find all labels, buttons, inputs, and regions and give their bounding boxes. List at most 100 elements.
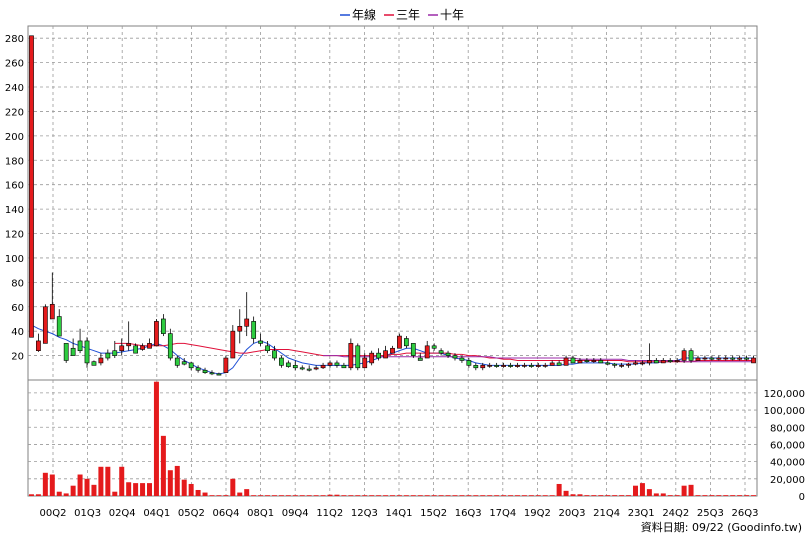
- volume-bar: [563, 490, 569, 496]
- candle-body: [591, 360, 597, 362]
- volume-bar: [681, 485, 687, 496]
- volume-bar: [202, 492, 208, 496]
- volume-bar: [369, 495, 375, 496]
- candle-body: [487, 365, 493, 367]
- volume-bar: [556, 483, 562, 496]
- candle-body: [147, 343, 152, 349]
- volume-bar: [508, 495, 514, 496]
- candle-body: [202, 369, 208, 373]
- candle-body: [445, 352, 451, 356]
- volume-bar: [744, 495, 750, 496]
- x-tick-label: 06Q4: [213, 508, 240, 519]
- volume-bar: [320, 495, 326, 496]
- candle-body: [362, 357, 368, 369]
- candle-body: [660, 360, 666, 364]
- price-tick-label: 220: [5, 107, 24, 118]
- candle-body: [140, 345, 145, 350]
- candle-body: [577, 360, 583, 364]
- volume-bar: [278, 495, 284, 496]
- candle-body: [313, 367, 319, 370]
- volume-bar: [84, 478, 90, 496]
- candle-body: [265, 345, 270, 352]
- volume-bar: [140, 483, 146, 496]
- x-tick-label: 17Q4: [489, 508, 516, 519]
- volume-bar: [626, 495, 632, 496]
- ma-line-10yr: [323, 355, 754, 363]
- price-tick-label: 20: [11, 352, 24, 363]
- volume-bar: [28, 494, 34, 496]
- volume-bar: [528, 495, 534, 496]
- x-tick-label: 02Q4: [109, 508, 136, 519]
- candle-body: [626, 363, 631, 366]
- candle-body: [723, 357, 729, 360]
- volume-bars: [28, 381, 757, 496]
- candle-body: [480, 365, 486, 369]
- candle-body: [619, 365, 624, 367]
- x-tick-label: 01Q3: [74, 508, 101, 519]
- volume-bar: [737, 495, 743, 496]
- candle-body: [598, 360, 604, 364]
- candle-body: [369, 352, 375, 364]
- candle-body: [688, 350, 694, 361]
- volume-bar: [612, 495, 618, 496]
- volume-bar: [709, 495, 715, 496]
- volume-bar: [459, 495, 465, 496]
- volume-bar: [42, 472, 48, 496]
- candle-body: [570, 357, 576, 364]
- volume-bar: [174, 465, 180, 496]
- candle-body: [174, 357, 180, 366]
- candle-body: [508, 365, 513, 367]
- volume-bar: [70, 485, 76, 496]
- volume-bar: [327, 494, 333, 496]
- volume-bar: [383, 495, 389, 496]
- candle-body: [42, 306, 48, 344]
- volume-tick-label: 20,000: [770, 475, 805, 486]
- volume-bar: [112, 491, 118, 496]
- candle-body: [612, 363, 618, 366]
- volume-bar: [417, 495, 423, 496]
- candle-body: [77, 340, 83, 352]
- volume-bar: [598, 495, 604, 496]
- candle-body: [716, 357, 722, 360]
- candle-body: [605, 362, 611, 365]
- x-tick-label: 25Q3: [697, 508, 724, 519]
- candle-body: [292, 365, 298, 369]
- source-note: 資料日期: 09/22 (Goodinfo.tw): [641, 520, 802, 534]
- volume-bar: [487, 495, 493, 496]
- candle-body: [563, 357, 569, 366]
- legend-label-year: 年線: [352, 7, 376, 22]
- candle-body: [542, 365, 548, 367]
- legend-label-10yr: 十年: [440, 8, 464, 22]
- candle-body: [36, 340, 41, 352]
- candle-body: [737, 357, 743, 360]
- candle-body: [334, 362, 340, 366]
- volume-bar: [244, 489, 250, 496]
- candle-body: [272, 350, 277, 359]
- candle-body: [223, 357, 229, 373]
- x-tick-label: 16Q3: [455, 508, 482, 519]
- candle-body: [258, 340, 263, 344]
- price-tick-label: 160: [5, 181, 24, 192]
- volume-bar: [480, 495, 486, 496]
- candle-body: [695, 357, 701, 361]
- candle-body: [216, 373, 222, 376]
- candle-body: [404, 338, 409, 347]
- volume-bar: [223, 495, 229, 496]
- x-tick-label: 19Q2: [524, 508, 551, 519]
- candle-body: [285, 362, 291, 367]
- price-tick-label: 140: [5, 205, 24, 216]
- candle-body: [49, 304, 55, 320]
- volume-bar: [271, 495, 277, 496]
- volume-tick-label: 0: [799, 492, 805, 503]
- volume-bar: [362, 495, 368, 496]
- volume-tick-label: 100,000: [764, 406, 805, 417]
- candle-body: [674, 360, 680, 362]
- candle-body: [751, 357, 756, 364]
- candle-body: [126, 343, 132, 347]
- volume-tick-label: 40,000: [770, 458, 805, 469]
- candle-body: [209, 372, 215, 375]
- candles: [29, 35, 756, 376]
- candle-body: [744, 357, 749, 360]
- volume-bar: [355, 495, 361, 496]
- volume-axis-ticks: 0 20,000 40,000 60,000 80,000 100,000 120,000: [764, 389, 805, 503]
